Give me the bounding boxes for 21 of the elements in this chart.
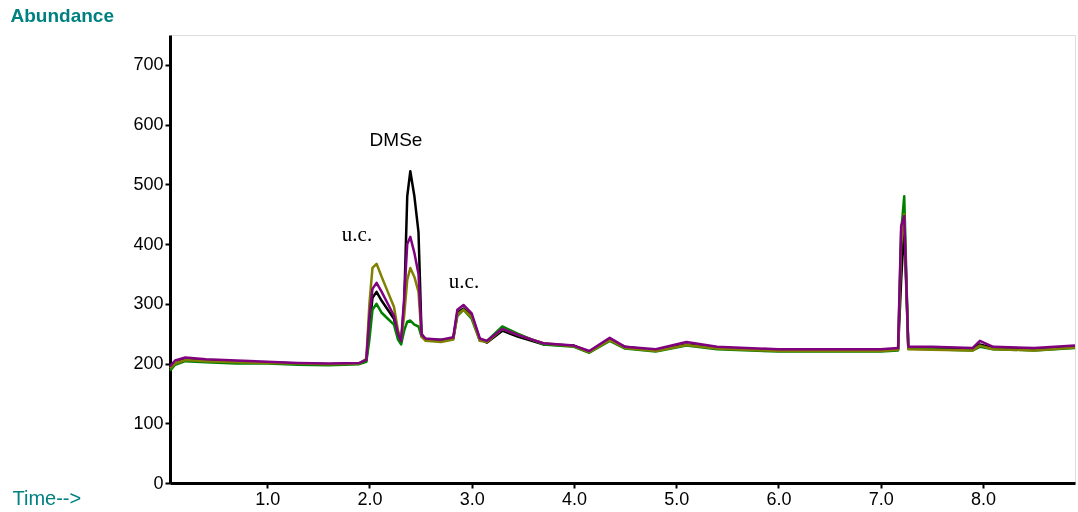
annotation: u.c. xyxy=(448,269,480,293)
x-tick-label: 6.0 xyxy=(766,488,792,509)
y-tick-label: 200 xyxy=(133,353,164,374)
y-tick-label: 700 xyxy=(133,54,164,75)
x-tick-label: 2.0 xyxy=(357,488,383,509)
annotation: u.c. xyxy=(341,222,373,246)
y-tick-label: 300 xyxy=(133,293,164,314)
x-tick-label: 5.0 xyxy=(664,488,690,509)
x-tick-label: 3.0 xyxy=(459,488,485,509)
annotation: DMSe xyxy=(369,129,423,150)
y-tick-label: 600 xyxy=(133,114,164,135)
x-tick-label: 1.0 xyxy=(255,488,281,509)
x-axis-title: Time--> xyxy=(12,486,82,509)
y-tick-label: 100 xyxy=(133,412,164,433)
y-tick-label: 500 xyxy=(133,173,164,194)
x-tick-label: 4.0 xyxy=(561,488,587,509)
y-tick-label: 400 xyxy=(133,233,164,254)
x-tick-label: 7.0 xyxy=(868,488,894,509)
y-axis-title: Abundance xyxy=(10,4,114,26)
y-tick-label: 0 xyxy=(153,472,164,493)
x-tick-label: 8.0 xyxy=(970,488,996,509)
